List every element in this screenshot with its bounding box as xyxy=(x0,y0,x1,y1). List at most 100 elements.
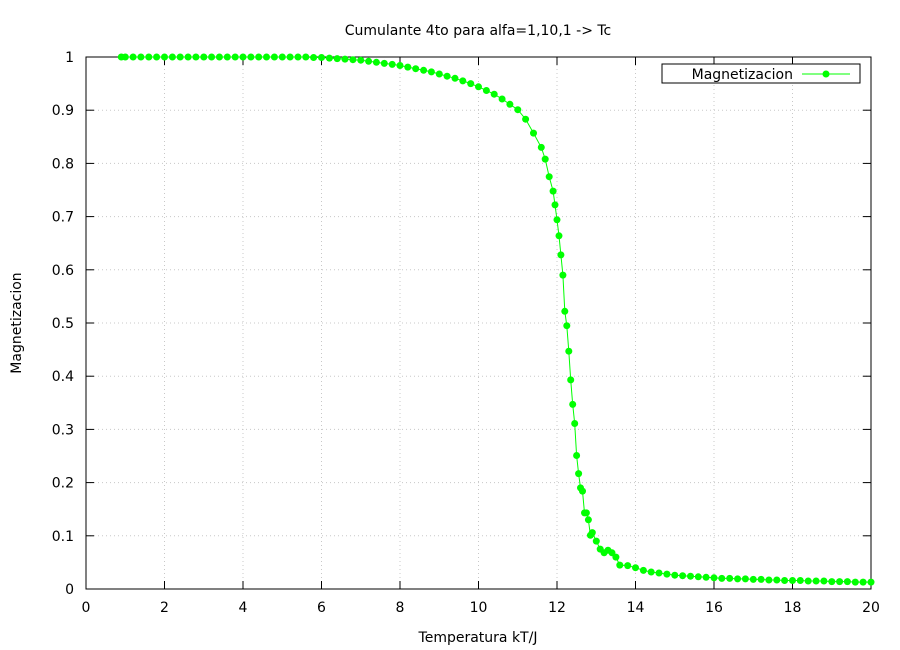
legend-marker xyxy=(822,70,830,78)
y-tick-label: 0.5 xyxy=(52,316,74,332)
data-point xyxy=(482,87,490,94)
series-layer xyxy=(117,53,875,586)
data-point xyxy=(796,577,804,584)
data-point xyxy=(757,575,765,583)
data-point xyxy=(490,90,498,98)
data-point xyxy=(522,115,530,123)
data-point xyxy=(710,574,718,582)
data-point xyxy=(270,53,278,61)
x-tick-label: 14 xyxy=(627,600,645,616)
y-tick-label: 0.1 xyxy=(52,529,74,545)
data-point xyxy=(559,271,567,279)
data-point xyxy=(541,155,549,163)
data-point xyxy=(255,53,263,61)
data-point xyxy=(435,70,443,78)
data-point xyxy=(671,571,679,579)
data-point xyxy=(349,56,357,64)
data-point xyxy=(263,53,270,61)
y-tick-label: 0.2 xyxy=(52,476,74,492)
data-point xyxy=(129,53,137,61)
data-point xyxy=(584,516,592,524)
data-point xyxy=(702,573,710,581)
data-point xyxy=(184,53,192,61)
series-line xyxy=(121,56,871,583)
data-point xyxy=(655,569,663,577)
data-point xyxy=(514,106,522,114)
data-point xyxy=(537,143,545,151)
x-tick-label: 10 xyxy=(470,600,488,616)
data-point xyxy=(851,578,859,586)
data-point xyxy=(575,470,583,478)
data-point xyxy=(498,95,506,103)
chart-title: Cumulante 4to para alfa=1,10,1 -> Tc xyxy=(345,23,612,39)
legend-label: Magnetizacion xyxy=(692,67,793,83)
data-point xyxy=(530,129,537,137)
data-point xyxy=(749,575,757,583)
y-tick-label: 0.9 xyxy=(52,103,74,119)
data-point xyxy=(567,376,575,384)
data-point xyxy=(551,201,559,209)
x-tick-label: 18 xyxy=(784,600,802,616)
data-point xyxy=(341,55,349,63)
x-tick-label: 6 xyxy=(317,600,326,616)
data-point xyxy=(168,53,176,61)
data-point xyxy=(859,578,867,586)
data-point xyxy=(506,100,514,108)
data-point xyxy=(867,578,875,586)
data-point xyxy=(571,420,579,427)
data-point xyxy=(420,66,428,74)
y-tick-label: 0.4 xyxy=(52,369,74,385)
data-point xyxy=(565,347,573,355)
data-point xyxy=(549,187,557,195)
data-point xyxy=(451,74,459,82)
data-point xyxy=(579,487,586,495)
data-point xyxy=(318,54,325,61)
data-point xyxy=(404,63,412,71)
data-point xyxy=(294,53,302,61)
y-tick-label: 0.7 xyxy=(52,210,74,226)
y-tick-labels: 0 0.1 0.2 0.3 0.4 0.5 0.6 0.7 0.8 0.9 1 xyxy=(52,50,74,598)
data-point xyxy=(459,77,467,85)
x-tick-label: 20 xyxy=(862,600,880,616)
data-point xyxy=(555,232,563,240)
data-point xyxy=(388,60,396,68)
data-point xyxy=(192,53,200,61)
y-tick-label: 0.3 xyxy=(52,422,74,438)
data-point xyxy=(153,53,161,61)
data-point xyxy=(557,251,565,259)
data-point xyxy=(624,562,632,570)
data-point xyxy=(632,564,639,572)
x-tick-label: 4 xyxy=(239,600,248,616)
data-point xyxy=(357,56,365,64)
data-point xyxy=(396,62,404,69)
data-point xyxy=(333,55,341,63)
data-point xyxy=(278,53,286,61)
y-tick-label: 1 xyxy=(65,50,74,66)
data-point xyxy=(563,322,571,330)
data-point xyxy=(687,572,694,580)
data-point xyxy=(639,566,647,574)
data-point xyxy=(663,570,671,578)
y-axis-label: Magnetizacion xyxy=(9,272,25,373)
data-point xyxy=(836,578,844,586)
data-point xyxy=(325,54,333,62)
data-point xyxy=(145,53,153,61)
data-point xyxy=(616,561,624,569)
grid xyxy=(86,57,871,589)
x-tick-label: 8 xyxy=(396,600,405,616)
data-point xyxy=(734,575,742,583)
y-tick-label: 0 xyxy=(65,582,74,598)
data-point xyxy=(310,54,318,61)
data-point xyxy=(726,574,734,582)
data-point xyxy=(789,577,796,584)
data-point xyxy=(569,400,577,408)
data-point xyxy=(137,53,145,61)
data-point xyxy=(647,568,655,576)
data-point xyxy=(239,53,247,61)
x-tick-label: 12 xyxy=(548,600,566,616)
data-point xyxy=(694,573,702,581)
data-point xyxy=(679,572,687,580)
data-point xyxy=(718,574,726,582)
data-point xyxy=(828,578,836,586)
